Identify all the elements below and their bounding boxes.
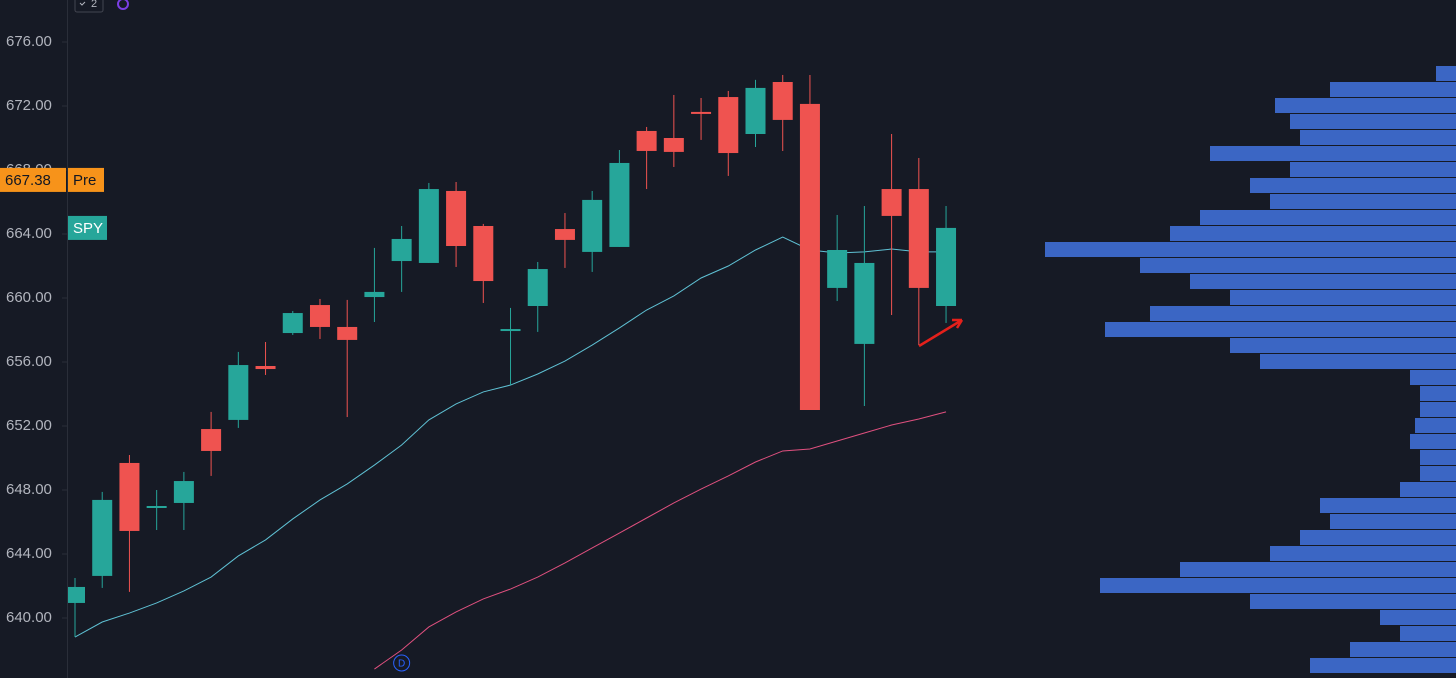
volume-bar <box>1420 450 1456 465</box>
candle-body <box>446 190 467 246</box>
premarket-price-badge <box>0 167 66 192</box>
candle-body <box>68 586 85 603</box>
volume-bar <box>1380 610 1456 625</box>
volume-bar <box>1330 82 1456 97</box>
candle-body <box>391 238 412 262</box>
candle-body <box>554 229 575 240</box>
toolbar[interactable]: 2 <box>74 0 129 13</box>
volume-bar <box>1330 514 1456 529</box>
volume-bar <box>1300 130 1456 145</box>
volume-bar <box>1250 178 1456 193</box>
indicator-toggle[interactable] <box>74 0 104 13</box>
volume-bar <box>1140 258 1456 273</box>
candle-body <box>691 111 712 114</box>
candle-body <box>908 189 929 288</box>
candle-body <box>500 329 521 332</box>
premarket-tag <box>68 167 104 192</box>
candle-body <box>772 82 793 120</box>
volume-bar <box>1400 626 1456 641</box>
symbol-label: SPY <box>73 220 103 237</box>
candle-body <box>201 429 222 451</box>
candle-body <box>936 227 957 306</box>
candle-body <box>881 189 902 216</box>
volume-bar <box>1105 322 1456 337</box>
arrow-annotation <box>918 318 964 348</box>
y-tick-label: 660.00 <box>6 289 52 306</box>
volume-bar <box>1150 306 1456 321</box>
candle-body <box>146 506 167 508</box>
y-tick-label: 672.00 <box>6 97 52 114</box>
volume-bar <box>1270 546 1456 561</box>
indicator-count: 2 <box>91 0 97 10</box>
y-tick-label: 656.00 <box>6 353 52 370</box>
candle-body <box>364 291 385 298</box>
volume-bar <box>1420 386 1456 401</box>
volume-bar <box>1170 226 1456 241</box>
candle-body <box>745 87 766 134</box>
candle-body <box>799 103 820 411</box>
event-marker <box>393 654 411 672</box>
candle-body <box>228 365 249 420</box>
volume-profile <box>1045 66 1456 673</box>
candle-body <box>173 481 194 503</box>
volume-bar <box>1350 642 1456 657</box>
candle-body <box>527 269 548 306</box>
y-tick-label: 676.00 <box>6 33 52 50</box>
volume-bar <box>1420 402 1456 417</box>
y-tick-label: 648.00 <box>6 481 52 498</box>
volume-bar <box>1210 146 1456 161</box>
candle-body <box>282 313 303 334</box>
chevron-icon <box>79 1 86 6</box>
moving-average-line <box>374 411 947 670</box>
candle-body <box>609 162 630 247</box>
y-tick-label: 664.00 <box>6 225 52 242</box>
volume-bar <box>1436 66 1456 81</box>
volume-bar <box>1290 162 1456 177</box>
volume-bar <box>1410 370 1456 385</box>
volume-bar <box>1190 274 1456 289</box>
volume-bar <box>1310 658 1456 673</box>
volume-bar <box>1230 290 1456 305</box>
candle-body <box>337 326 358 340</box>
y-tick-label: 640.00 <box>6 609 52 626</box>
volume-bar <box>1275 98 1456 113</box>
volume-bar <box>1230 338 1456 353</box>
candle-body <box>473 226 494 282</box>
volume-bar <box>1400 482 1456 497</box>
symbol-badge <box>68 215 107 240</box>
volume-bar <box>1260 354 1456 369</box>
volume-bar <box>1250 594 1456 609</box>
premarket-price: 667.38 <box>5 172 51 189</box>
y-tick-label: 652.00 <box>6 417 52 434</box>
volume-bar <box>1100 578 1456 593</box>
volume-bar <box>1320 498 1456 513</box>
candle-body <box>718 97 739 154</box>
candle-body <box>92 499 113 576</box>
candle-body <box>119 462 140 531</box>
volume-bar <box>1420 466 1456 481</box>
candles <box>68 74 957 638</box>
volume-bar <box>1180 562 1456 577</box>
candle-body <box>827 250 848 288</box>
candle-body <box>663 138 684 152</box>
volume-bar <box>1200 210 1456 225</box>
settings-icon[interactable] <box>117 0 129 10</box>
volume-bar <box>1270 194 1456 209</box>
candle-body <box>582 199 603 252</box>
candle-body <box>255 366 276 370</box>
candle-body <box>854 262 875 344</box>
volume-bar <box>1300 530 1456 545</box>
volume-bar <box>1045 242 1456 257</box>
premarket-label: Pre <box>73 172 96 189</box>
candle-body <box>309 305 330 327</box>
event-marker-label: D <box>398 659 405 670</box>
candle-body <box>418 189 439 263</box>
volume-bar <box>1410 434 1456 449</box>
y-tick-label: 644.00 <box>6 545 52 562</box>
volume-bar <box>1290 114 1456 129</box>
candle-body <box>636 130 657 151</box>
volume-bar <box>1415 418 1456 433</box>
